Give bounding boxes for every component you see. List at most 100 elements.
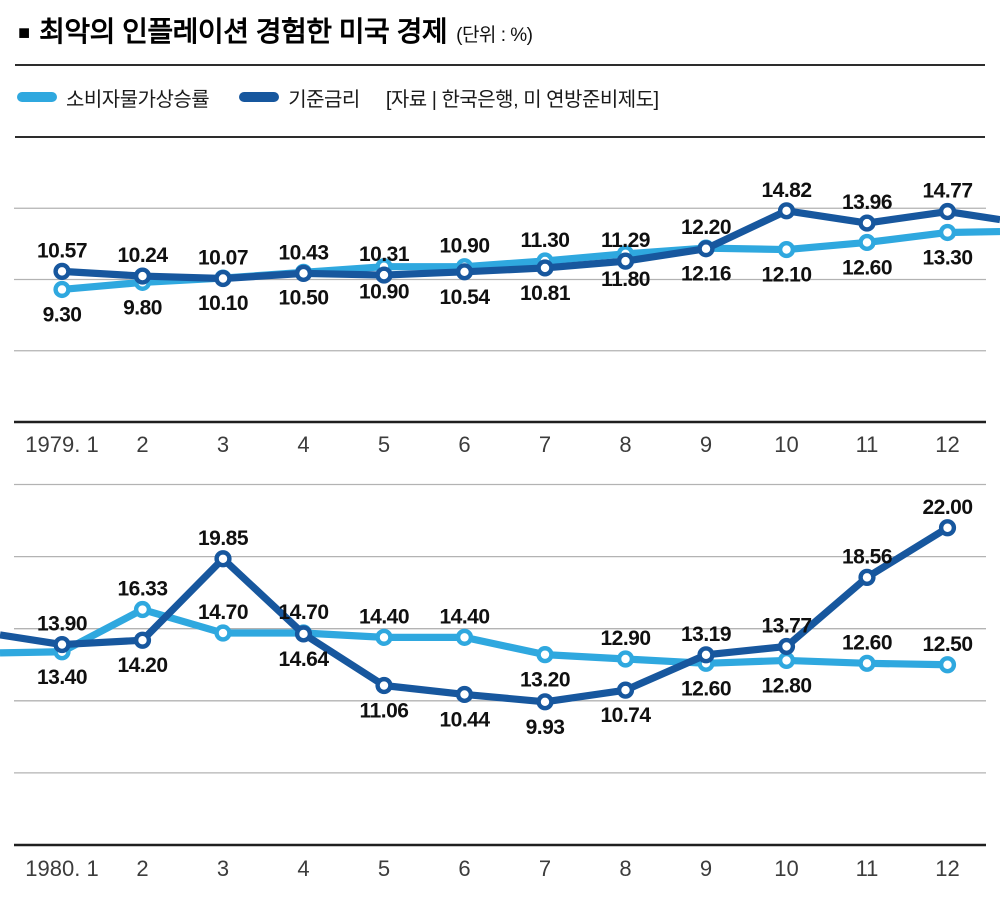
x-axis-label: 6 <box>458 432 470 457</box>
x-axis-label: 6 <box>458 856 470 881</box>
x-axis-label: 7 <box>539 432 551 457</box>
data-label: 13.77 <box>761 614 811 637</box>
cpi-marker <box>777 651 796 670</box>
data-label: 12.90 <box>600 627 650 650</box>
data-label: 10.07 <box>198 247 248 270</box>
rate-marker <box>616 681 635 699</box>
data-label: 9.80 <box>123 296 162 319</box>
x-axis-label: 2 <box>136 856 148 881</box>
rate-marker <box>53 262 71 280</box>
data-label: 12.60 <box>681 677 731 700</box>
data-label: 11.30 <box>521 229 570 252</box>
page-title: ■ 최악의 인플레이션 경험한 미국 경제 (단위 : %) <box>18 10 985 50</box>
cpi-legend-label: 소비자물가상승률 <box>66 88 210 111</box>
data-label: 13.40 <box>37 666 87 689</box>
cpi-marker <box>133 600 152 619</box>
data-label: 13.19 <box>681 623 731 646</box>
unit-note: (단위 : %) <box>456 25 533 46</box>
data-label: 14.82 <box>761 179 811 202</box>
cpi-marker <box>938 656 957 674</box>
x-axis-label: 5 <box>378 432 390 457</box>
data-label: 12.10 <box>761 264 811 287</box>
page-title-text: 최악의 인플레이션 경험한 미국 경제 <box>39 16 448 47</box>
cpi-marker <box>938 223 957 242</box>
data-label: 12.80 <box>761 674 811 697</box>
data-label: 10.90 <box>359 281 409 304</box>
data-label: 12.60 <box>842 631 892 654</box>
data-label: 14.20 <box>117 654 167 677</box>
data-label: 10.54 <box>439 286 490 309</box>
x-axis-label: 12 <box>935 432 959 457</box>
rate-marker <box>536 259 554 277</box>
data-label: 14.40 <box>359 605 409 628</box>
data-label: 14.70 <box>198 601 248 624</box>
x-axis-label: 11 <box>856 432 879 457</box>
data-label: 10.10 <box>198 292 248 315</box>
data-label: 11.29 <box>601 229 650 252</box>
cpi-marker <box>858 654 876 672</box>
data-label: 10.50 <box>278 286 328 309</box>
cpi-marker <box>777 240 796 259</box>
rate-marker <box>938 519 957 537</box>
cpi-marker <box>536 646 554 664</box>
rate-marker <box>455 685 474 704</box>
rate-marker <box>536 693 554 711</box>
cpi-legend-swatch <box>17 92 57 102</box>
data-label: 19.85 <box>198 527 249 550</box>
x-axis-label: 4 <box>297 856 309 881</box>
rate-marker <box>133 267 152 285</box>
cpi-marker <box>616 650 635 668</box>
data-label: 16.33 <box>117 578 167 601</box>
x-axis-label: 8 <box>619 856 631 881</box>
data-label: 18.56 <box>842 545 892 568</box>
rate-legend-swatch <box>239 92 280 102</box>
rate-marker <box>777 202 796 220</box>
data-label: 13.30 <box>922 246 972 269</box>
black-square-icon: ■ <box>18 22 31 44</box>
data-label: 14.40 <box>439 605 489 628</box>
rate-marker <box>375 266 393 284</box>
data-label: 10.81 <box>520 282 571 305</box>
data-label: 14.70 <box>278 601 328 624</box>
x-axis-label: 3 <box>217 432 229 457</box>
data-label: 9.30 <box>43 303 82 326</box>
divider-under-title <box>15 64 985 66</box>
x-axis-label: 11 <box>856 856 879 881</box>
data-label: 12.20 <box>681 216 731 239</box>
legend-item-rate: 기준금리 <box>239 83 360 112</box>
data-label: 10.57 <box>37 239 87 262</box>
rate-marker <box>858 214 876 232</box>
x-axis-label: 2 <box>136 432 148 457</box>
x-axis-label: 1980. 1 <box>25 856 98 881</box>
rate-marker <box>214 269 232 288</box>
data-source-note: [자료 | 한국은행, 미 연방준비제도] <box>385 88 659 111</box>
x-axis-label: 1979. 1 <box>25 432 98 457</box>
divider-under-legend <box>15 136 985 138</box>
rate-marker <box>938 202 957 221</box>
data-label: 10.44 <box>439 708 490 731</box>
x-axis-label: 5 <box>378 856 390 881</box>
x-axis-label: 12 <box>935 856 959 881</box>
rate-marker <box>858 568 876 586</box>
rate-marker <box>455 263 474 281</box>
data-label: 10.90 <box>439 235 489 258</box>
data-label: 11.06 <box>360 700 409 723</box>
data-label: 10.74 <box>600 704 651 727</box>
data-label: 10.43 <box>278 241 328 264</box>
x-axis-label: 9 <box>700 856 712 881</box>
cpi-marker <box>53 280 71 299</box>
data-label: 12.60 <box>842 256 892 279</box>
x-axis-label: 9 <box>700 432 712 457</box>
x-axis-label: 7 <box>539 856 551 881</box>
data-label: 13.20 <box>520 669 570 692</box>
data-label: 9.93 <box>526 716 565 739</box>
rate-marker <box>697 646 715 664</box>
data-label: 13.90 <box>37 613 87 636</box>
rate-marker <box>375 676 393 695</box>
data-label: 14.77 <box>922 180 972 203</box>
cpi-marker <box>214 624 232 642</box>
rate-marker <box>697 240 715 258</box>
chart-legend: 소비자물가상승률 기준금리 [자료 | 한국은행, 미 연방준비제도] <box>17 83 659 111</box>
